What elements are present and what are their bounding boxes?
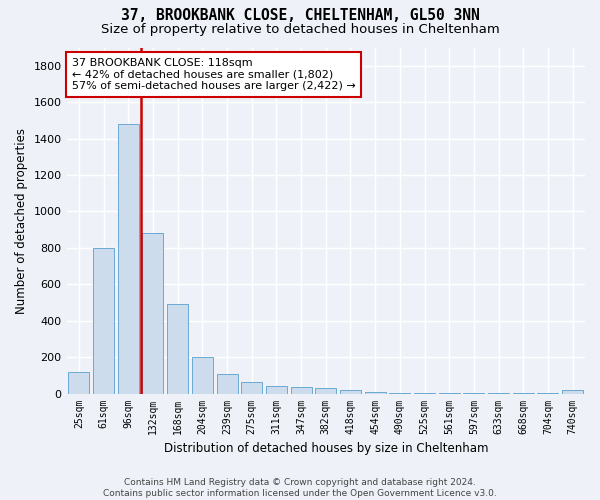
Text: 37, BROOKBANK CLOSE, CHELTENHAM, GL50 3NN: 37, BROOKBANK CLOSE, CHELTENHAM, GL50 3N… <box>121 8 479 22</box>
Bar <box>142 234 163 394</box>
Bar <box>118 124 139 394</box>
Bar <box>290 387 311 394</box>
Bar <box>68 372 89 394</box>
Bar <box>414 393 435 394</box>
X-axis label: Distribution of detached houses by size in Cheltenham: Distribution of detached houses by size … <box>164 442 488 455</box>
Text: Contains HM Land Registry data © Crown copyright and database right 2024.
Contai: Contains HM Land Registry data © Crown c… <box>103 478 497 498</box>
Bar <box>192 357 213 394</box>
Bar <box>93 248 114 394</box>
Bar <box>389 392 410 394</box>
Bar <box>217 374 238 394</box>
Text: Size of property relative to detached houses in Cheltenham: Size of property relative to detached ho… <box>101 22 499 36</box>
Bar <box>241 382 262 394</box>
Bar <box>340 390 361 394</box>
Bar <box>167 304 188 394</box>
Bar <box>266 386 287 394</box>
Bar <box>315 388 336 394</box>
Bar <box>365 392 386 394</box>
Bar <box>562 390 583 394</box>
Text: 37 BROOKBANK CLOSE: 118sqm
← 42% of detached houses are smaller (1,802)
57% of s: 37 BROOKBANK CLOSE: 118sqm ← 42% of deta… <box>72 58 355 91</box>
Y-axis label: Number of detached properties: Number of detached properties <box>15 128 28 314</box>
